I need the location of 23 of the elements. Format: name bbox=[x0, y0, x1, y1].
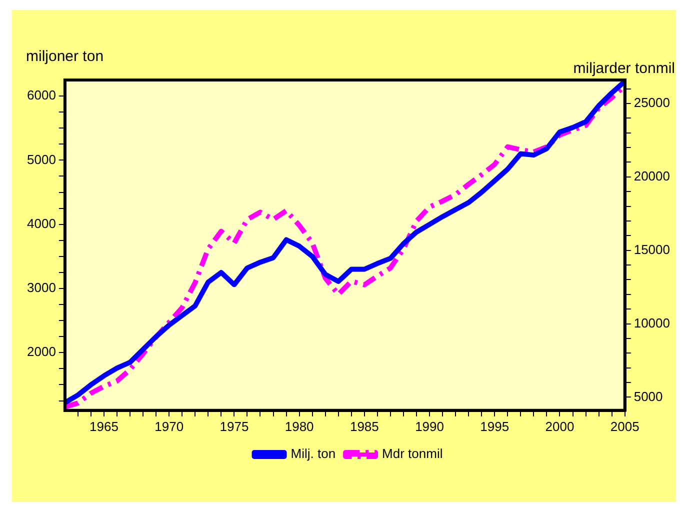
x-tick-label: 1995 bbox=[480, 418, 510, 434]
y-tick-label: 6000 bbox=[27, 88, 56, 103]
x-tick-label: 1975 bbox=[220, 418, 249, 434]
x-tick-label: 2005 bbox=[610, 418, 640, 434]
x-tick-label: 1980 bbox=[284, 418, 314, 434]
x-tick-label: 1990 bbox=[415, 418, 444, 434]
y2-axis-title: miljarder tonmil bbox=[573, 60, 675, 77]
legend-label: Mdr tonmil bbox=[382, 446, 443, 462]
legend-label: Milj. ton bbox=[290, 446, 336, 462]
y2-tick-label: 10000 bbox=[634, 315, 670, 330]
x-tick-label: 1970 bbox=[154, 418, 184, 434]
y2-tick-label: 15000 bbox=[634, 242, 670, 257]
y-tick-label: 3000 bbox=[27, 280, 56, 296]
y2-tick-label: 5000 bbox=[634, 388, 663, 404]
x-tick-label: 1965 bbox=[90, 418, 118, 434]
y-tick-label: 5000 bbox=[27, 152, 56, 167]
x-tick-label: 1985 bbox=[350, 418, 379, 434]
y-tick-label: 4000 bbox=[27, 216, 56, 231]
x-tick-label: 2000 bbox=[545, 418, 574, 434]
y2-tick-label: 20000 bbox=[634, 168, 670, 184]
y-axis-title: miljoner ton bbox=[26, 48, 104, 65]
y-tick-label: 2000 bbox=[27, 344, 56, 360]
y2-tick-label: 25000 bbox=[634, 95, 670, 110]
